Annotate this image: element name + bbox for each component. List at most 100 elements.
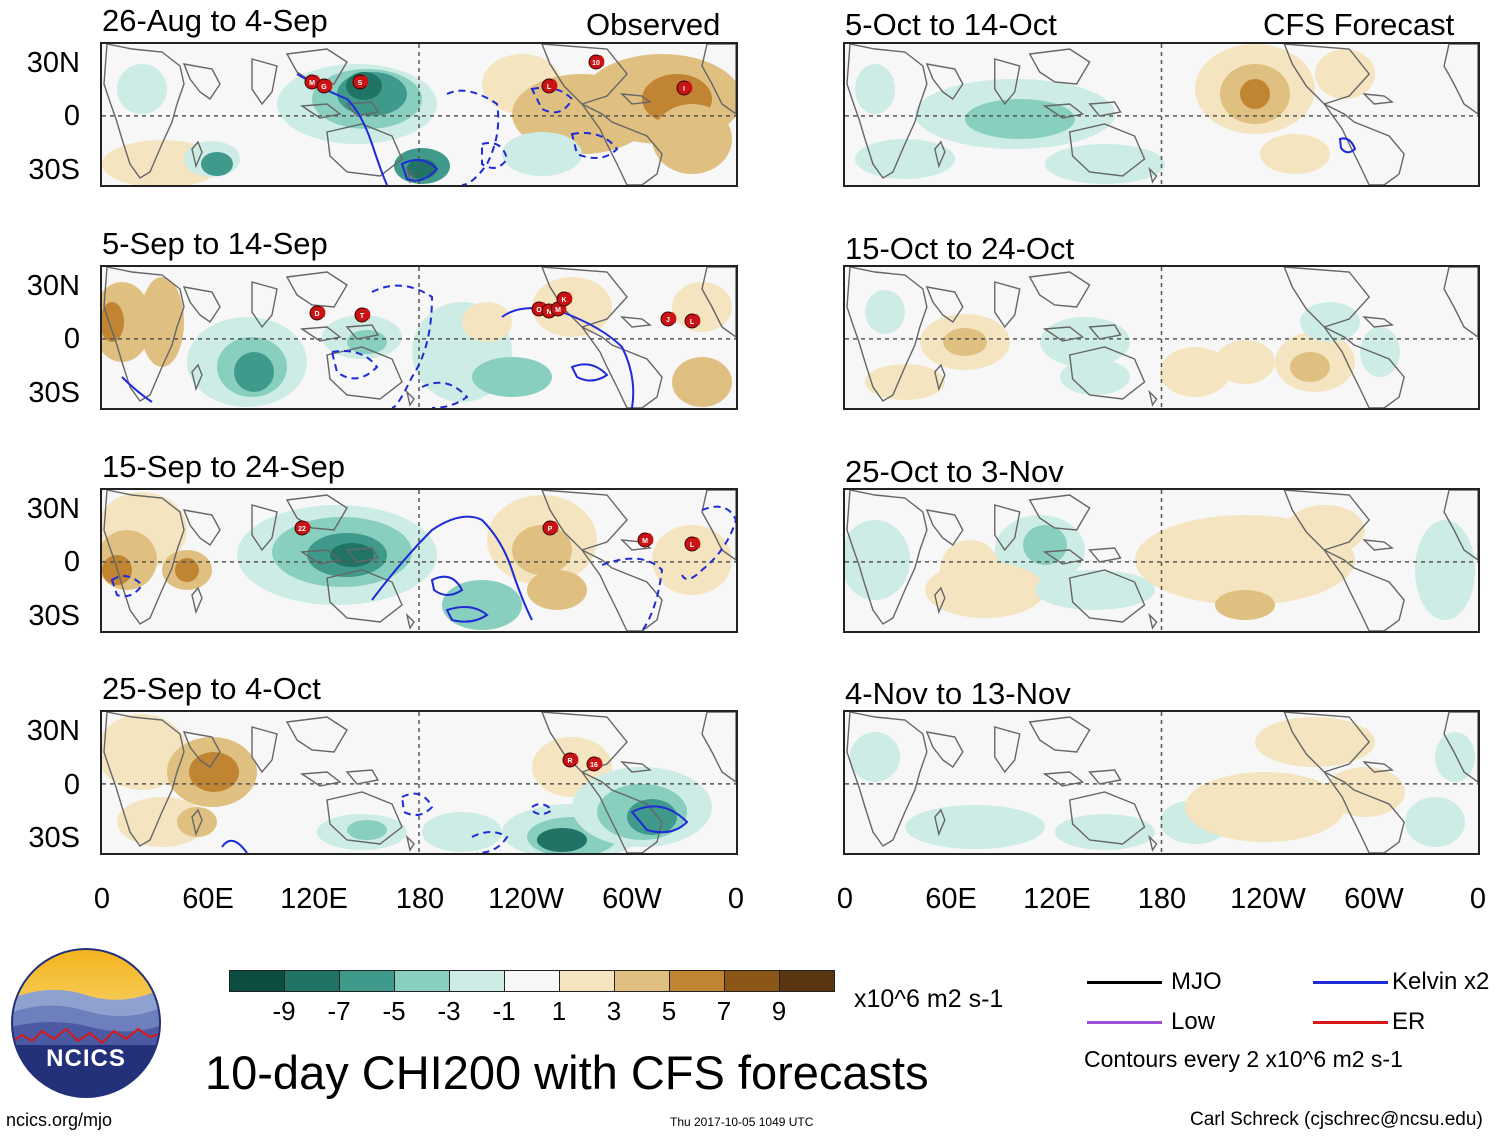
anomaly-blob bbox=[234, 352, 274, 392]
colorbar-tick-label: 7 bbox=[716, 996, 732, 1026]
coastlines bbox=[846, 490, 1478, 631]
coastlines bbox=[103, 267, 736, 408]
anomaly-blob bbox=[1255, 717, 1375, 767]
lon-label-left-60e: 60E bbox=[182, 883, 234, 915]
storm-label: R bbox=[567, 758, 572, 765]
coastline-path bbox=[925, 63, 964, 100]
coastline-path bbox=[1323, 326, 1405, 408]
anomaly-blob bbox=[1023, 525, 1067, 565]
colorbar-swatch bbox=[779, 970, 835, 992]
coastline-path bbox=[251, 58, 278, 106]
anomaly-blob bbox=[537, 828, 587, 852]
map-fc-3 bbox=[843, 488, 1480, 633]
coastline-path bbox=[191, 140, 203, 169]
coastlines bbox=[103, 44, 736, 185]
anomaly-blob bbox=[855, 64, 895, 114]
colorbar-swatch bbox=[339, 970, 395, 992]
coastline-path bbox=[581, 771, 663, 853]
colorbar-swatch bbox=[394, 970, 450, 992]
contour-note: Contours every 2 x10^6 m2 s-1 bbox=[1084, 1046, 1403, 1072]
lat-label-30n-row1: 30N bbox=[26, 47, 80, 79]
kelvin-contour bbox=[121, 376, 153, 403]
anomaly-blob bbox=[1185, 772, 1345, 842]
anomaly-blob bbox=[965, 99, 1075, 139]
panel-title-fc-3: 25-Oct to 3-Nov bbox=[845, 454, 1064, 489]
coastline-path bbox=[1042, 326, 1085, 342]
panel-title-fc-2: 15-Oct to 24-Oct bbox=[845, 231, 1075, 266]
ncics-logo: NCICS bbox=[10, 947, 162, 1099]
coastlines bbox=[103, 712, 736, 853]
storm-label: O bbox=[536, 307, 542, 314]
footer-author[interactable]: Carl Schreck (cjschrec@ncsu.edu) bbox=[1190, 1109, 1483, 1130]
mjo-legend-label: MJO bbox=[1171, 968, 1222, 995]
coastline-path bbox=[1443, 44, 1478, 115]
coastline-path bbox=[326, 346, 403, 400]
footer-url[interactable]: ncics.org/mjo bbox=[6, 1110, 113, 1130]
kelvin-contour bbox=[371, 284, 434, 408]
lat-label-30s-row4: 30S bbox=[28, 822, 80, 854]
coastline-path bbox=[103, 44, 185, 179]
coastline-path bbox=[1042, 549, 1085, 565]
coastline-path bbox=[1362, 93, 1394, 105]
coastline-path bbox=[103, 267, 185, 402]
anomaly-blob bbox=[1415, 520, 1475, 620]
colorbar-tick-label: 5 bbox=[661, 996, 677, 1026]
coastline-path bbox=[1323, 549, 1405, 631]
coastline-path bbox=[846, 712, 928, 847]
kelvin-contour bbox=[430, 575, 464, 596]
coastline-path bbox=[925, 286, 964, 323]
storm-label: K bbox=[561, 297, 566, 304]
coastlines bbox=[846, 267, 1478, 408]
anomaly-blob bbox=[472, 357, 552, 397]
anomaly-blob bbox=[943, 328, 987, 356]
coastline-path bbox=[1068, 569, 1146, 623]
coastline-path bbox=[1283, 267, 1371, 328]
kelvin-contour bbox=[570, 132, 619, 159]
anomaly-blob bbox=[865, 364, 945, 400]
coastline-path bbox=[925, 731, 964, 768]
storm-label: 22 bbox=[298, 526, 306, 533]
storm-tail bbox=[320, 306, 326, 318]
lat-label-30n-row3: 30N bbox=[26, 493, 80, 525]
coastline-path bbox=[1068, 123, 1146, 177]
map-obs-3: 22 P M L bbox=[100, 488, 738, 633]
storm-label: M bbox=[642, 538, 648, 545]
coastline-path bbox=[1088, 324, 1122, 340]
anomaly-blob bbox=[422, 812, 502, 852]
coastline-path bbox=[620, 93, 652, 105]
anomaly-blob bbox=[117, 797, 207, 847]
storm-tail bbox=[553, 521, 559, 533]
kelvin-contour bbox=[371, 515, 533, 621]
coastline-path bbox=[701, 267, 736, 338]
anomaly-blob bbox=[102, 282, 152, 362]
storm-label: N bbox=[546, 309, 551, 316]
coastline-path bbox=[191, 586, 203, 615]
coastline-path bbox=[581, 326, 663, 408]
colorbar bbox=[229, 970, 835, 993]
coastline-path bbox=[299, 549, 342, 565]
lon-label-left-120w: 120W bbox=[488, 883, 564, 915]
lat-label-0-row2: 0 bbox=[63, 323, 80, 355]
coastline-path bbox=[994, 504, 1021, 552]
storm-tail bbox=[573, 753, 579, 765]
coastline-path bbox=[182, 509, 221, 546]
coastlines bbox=[846, 712, 1478, 853]
coastline-path bbox=[1362, 316, 1394, 328]
anomaly-blob bbox=[1435, 732, 1475, 782]
low-legend-label: Low bbox=[1171, 1008, 1216, 1035]
coastline-path bbox=[934, 363, 946, 392]
lat-label-30s-row1: 30S bbox=[28, 154, 80, 186]
anomaly-blob bbox=[189, 752, 239, 792]
anomaly-blob bbox=[1035, 570, 1155, 610]
er-legend-label: ER bbox=[1392, 1008, 1426, 1035]
anomaly-blob bbox=[1405, 797, 1465, 847]
coastline-path bbox=[1148, 612, 1158, 630]
storm-tail bbox=[687, 81, 693, 93]
anomaly-blob bbox=[1055, 814, 1155, 850]
kelvin-contour bbox=[445, 605, 489, 623]
storm-tail bbox=[552, 79, 558, 91]
storm-label: L bbox=[547, 84, 552, 91]
coastline-path bbox=[191, 363, 203, 392]
coastline-path bbox=[1148, 166, 1158, 184]
coastline-path bbox=[1088, 769, 1122, 785]
